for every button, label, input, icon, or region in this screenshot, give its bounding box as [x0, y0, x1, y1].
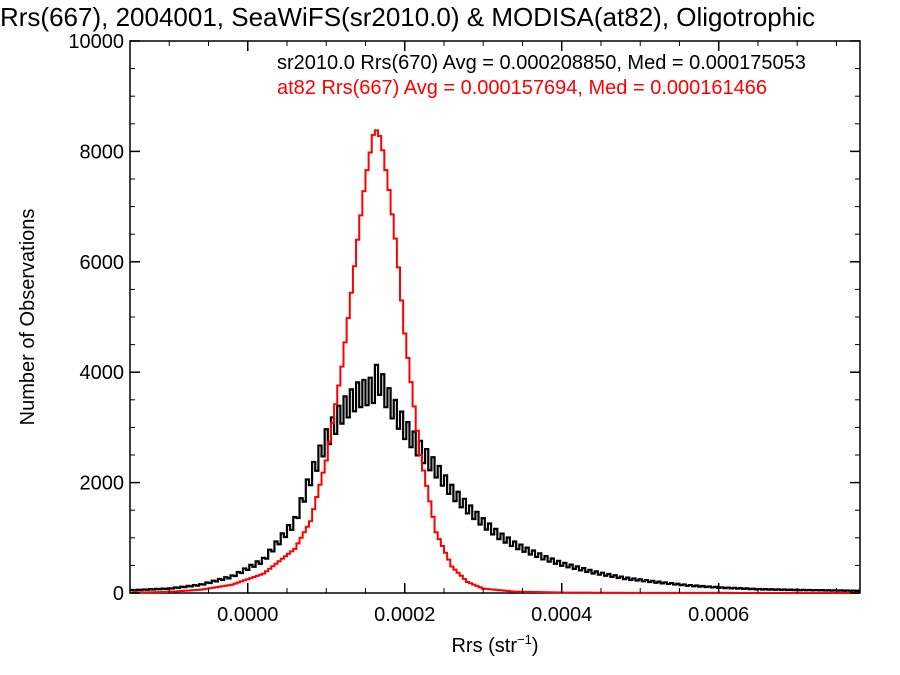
plot-area: 0.0000 0.0002 0.0004 0.0006 0 2000 4000 6000 80… — [68, 31, 861, 626]
y-tick-label: 10000 — [68, 31, 124, 53]
y-tick-label: 4000 — [80, 362, 125, 384]
legend-annotations: sr2010.0 Rrs(670) Avg = 0.000208850, Med… — [277, 52, 806, 99]
x-tick-label: 0.0006 — [688, 604, 749, 626]
chart-title: Rrs(667), 2004001, SeaWiFS(sr2010.0) & M… — [0, 2, 815, 32]
y-tick-label: 6000 — [80, 252, 125, 274]
annotation-black: sr2010.0 Rrs(670) Avg = 0.000208850, Med… — [277, 52, 806, 74]
series-red-histogram — [130, 129, 860, 594]
x-axis-label-close: ) — [532, 635, 539, 657]
x-axis-label-sup: −1 — [517, 632, 532, 647]
x-tick-label: 0.0002 — [374, 604, 435, 626]
x-axis-ticks: 0.0000 0.0002 0.0004 0.0006 — [168, 41, 837, 626]
x-tick-label: 0.0000 — [217, 604, 278, 626]
y-tick-label: 2000 — [80, 473, 125, 495]
x-tick-label: 0.0004 — [531, 604, 592, 626]
series-black-histogram — [130, 363, 860, 593]
y-axis-label: Number of Observations — [17, 209, 39, 426]
x-axis-label-main: Rrs (str — [451, 635, 517, 657]
annotation-red: at82 Rrs(667) Avg = 0.000157694, Med = 0… — [277, 77, 767, 99]
y-tick-label: 0 — [113, 583, 124, 605]
series-layer — [130, 129, 860, 594]
plot-frame — [129, 40, 861, 594]
x-axis-label: Rrs (str−1) — [451, 632, 538, 657]
y-axis-ticks: 0 2000 4000 6000 8000 10000 — [68, 31, 860, 605]
y-tick-label: 8000 — [80, 141, 125, 163]
